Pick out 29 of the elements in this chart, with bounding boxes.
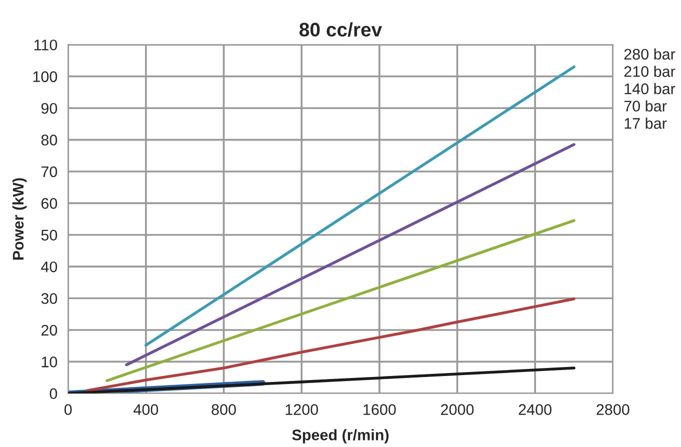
text: 280 bar (624, 48, 676, 60)
x-tick-label: 800 (212, 404, 236, 415)
y-axis-title: Power (kW) (12, 178, 27, 260)
line-series (86, 298, 576, 392)
y-tick-label: 40 (41, 261, 58, 272)
y-tick-label: 70 (41, 166, 58, 178)
x-tick-label: 1600 (364, 404, 396, 415)
x-tick-label: 2400 (518, 404, 552, 415)
x-tick-label: 0 (64, 404, 72, 415)
y-tick-label: 50 (41, 230, 58, 241)
text: 140 bar (624, 83, 676, 94)
y-tick-label: 60 (41, 198, 58, 209)
y-tick-label: 80 (41, 134, 58, 146)
chart-title: 80 cc/rev (299, 22, 382, 37)
x-tick-label: 2000 (441, 404, 474, 415)
x-axis-title: Speed (r/min) (292, 429, 389, 444)
y-tick-label: 110 (34, 40, 58, 50)
x-tick-label: 1200 (286, 404, 318, 415)
text: 210 bar (624, 66, 676, 77)
x-tick-label: 400 (134, 404, 158, 415)
x-tick-label: 2800 (596, 404, 630, 415)
y-tick-label: 10 (42, 356, 58, 368)
text: 70 bar (624, 100, 667, 112)
text: 17 bar (624, 118, 667, 129)
y-tick-label: 30 (41, 293, 58, 304)
y-tick-label: 0 (50, 388, 58, 400)
y-tick-label: 20 (41, 324, 58, 336)
y-tick-label: 100 (33, 71, 58, 82)
y-tick-label: 90 (41, 102, 58, 114)
